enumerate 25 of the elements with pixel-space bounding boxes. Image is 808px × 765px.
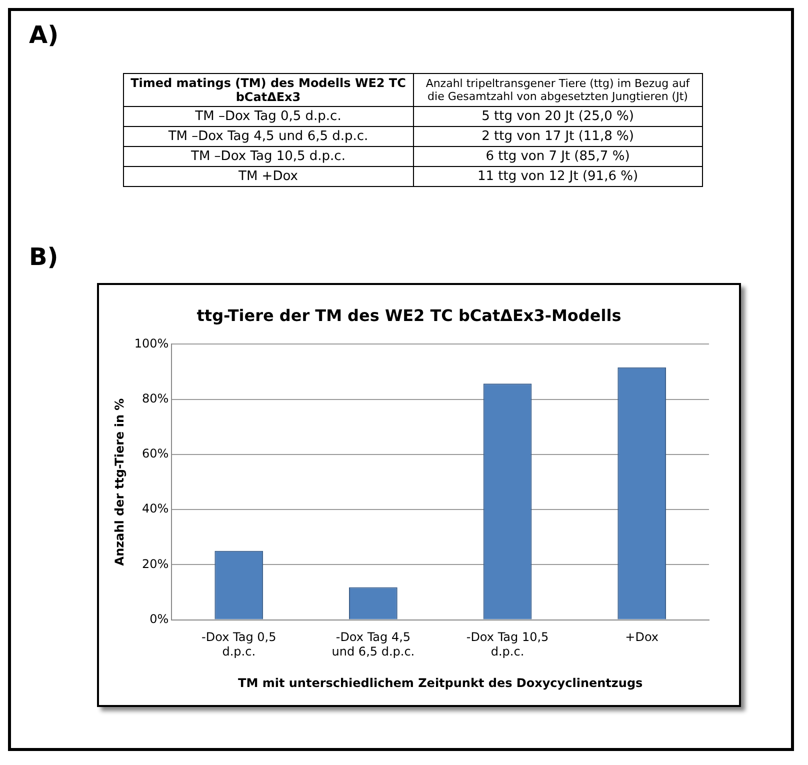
text: 11 ttg von 12 Jt (91,6 %) [413, 166, 702, 186]
text: TM –Dox Tag 10,5 d.p.c. [124, 146, 413, 166]
text: A) [29, 21, 59, 49]
text: 6 ttg von 7 Jt (85,7 %) [413, 146, 702, 166]
x-tick-label: -Dox Tag 0,5 d.p.c. [202, 630, 276, 659]
x-axis-title: TM mit unterschiedlichem Zeitpunkt des Doxycyclinentzugs [238, 676, 643, 690]
text: 2 ttg von 17 Jt (11,8 %) [413, 126, 702, 146]
x-tick-label: -Dox Tag 4,5 und 6,5 d.p.c. [332, 630, 415, 659]
y-tick-label: 40% [142, 502, 169, 516]
text: B) [29, 243, 58, 271]
text: 5 ttg von 20 Jt (25,0 %) [413, 106, 702, 126]
y-axis-title: Anzahl der ttg-Tiere in % [112, 398, 126, 566]
y-tick-label: 60% [142, 446, 169, 461]
text: TM –Dox Tag 4,5 und 6,5 d.p.c. [124, 126, 413, 146]
x-tick-label: +Dox [625, 630, 659, 644]
y-tick-label: 80% [142, 391, 169, 406]
text: TM –Dox Tag 0,5 d.p.c. [124, 106, 413, 126]
y-tick-label: 20% [142, 556, 169, 571]
y-tick-label: 100% [134, 336, 169, 350]
y-tick-label: 0% [150, 612, 169, 626]
text: Timed matings (TM) des Modells WE2 TC bCatΔEx3 [124, 74, 413, 106]
x-tick-label: -Dox Tag 10,5 d.p.c. [466, 630, 549, 659]
text: Anzahl tripeltransgener Tiere (ttg) im Bezug auf die Gesamtzahl von abgesetzten Jungtieren (Jt) [413, 74, 702, 106]
text: TM +Dox [124, 166, 413, 186]
chart-title: ttg-Tiere der TM des WE2 TC bCatΔEx3-Modells [196, 306, 622, 325]
